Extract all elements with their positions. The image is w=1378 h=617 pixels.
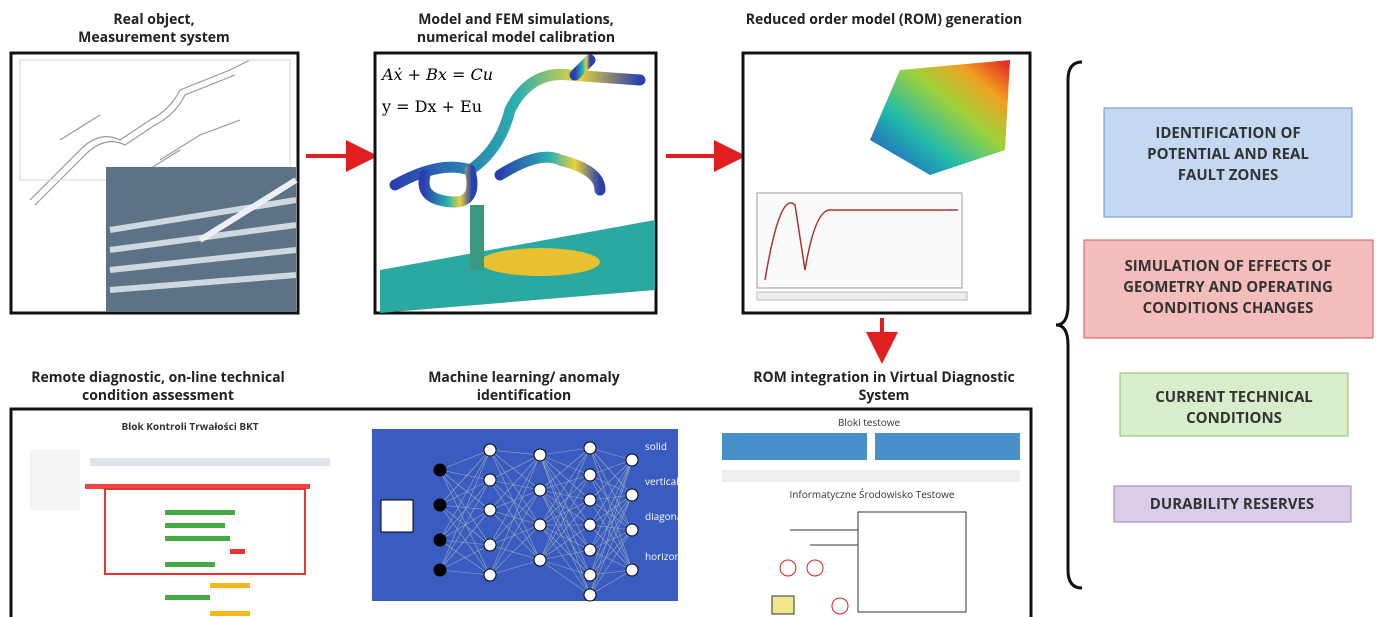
nn-node bbox=[484, 569, 496, 581]
panel-caption: ROM integration in Virtual Diagnostic bbox=[753, 368, 1014, 387]
nn-input bbox=[381, 500, 413, 532]
equation: y = Dx + Eu bbox=[381, 97, 482, 116]
nn-node bbox=[626, 564, 638, 576]
screen-title: Blok Kontroli Trwałości BKT bbox=[121, 419, 258, 433]
nn-node bbox=[484, 539, 496, 551]
nn-node bbox=[584, 519, 596, 531]
rom-toolbar bbox=[757, 292, 967, 300]
panel-caption: Measurement system bbox=[78, 28, 230, 47]
outcome-label: FAULT ZONES bbox=[1178, 165, 1278, 185]
panel-caption: Reduced order model (ROM) generation bbox=[746, 10, 1023, 29]
diagram: Real object,Measurement system Model and … bbox=[0, 0, 1378, 617]
brace bbox=[1056, 62, 1082, 588]
nn-node bbox=[534, 484, 546, 496]
nn-class-label: horizontal bbox=[645, 549, 692, 563]
panel-caption: identification bbox=[477, 386, 572, 405]
outcome-label: IDENTIFICATION OF bbox=[1155, 123, 1300, 143]
nn-node bbox=[584, 569, 596, 581]
nn-node bbox=[584, 442, 596, 454]
nn-node bbox=[584, 494, 596, 506]
screen-title: Bloki testowe bbox=[838, 415, 901, 429]
test-block bbox=[875, 433, 1020, 460]
nn-node bbox=[626, 454, 638, 466]
outcome-label: DURABILITY RESERVES bbox=[1150, 494, 1314, 514]
nn-node bbox=[534, 554, 546, 566]
equation: Aẋ + Bx = Cu bbox=[380, 65, 493, 84]
panel-caption: Remote diagnostic, on-line technical bbox=[31, 368, 285, 387]
nn-node bbox=[484, 474, 496, 486]
test-block bbox=[722, 433, 867, 460]
rom-chart bbox=[757, 193, 962, 288]
outcome-label: GEOMETRY AND OPERATING bbox=[1123, 277, 1333, 297]
nn-node bbox=[626, 489, 638, 501]
panel-caption: Model and FEM simulations, bbox=[418, 10, 614, 29]
nn-class-label: diagonal bbox=[645, 509, 685, 523]
outcome-label: CONDITIONS CHANGES bbox=[1143, 298, 1314, 318]
nn-class-label: solid bbox=[645, 439, 667, 453]
nn-node bbox=[434, 534, 446, 546]
nn-node bbox=[434, 499, 446, 511]
nn-node bbox=[626, 524, 638, 536]
outcome-label: POTENTIAL AND REAL bbox=[1147, 144, 1309, 164]
panel-caption: Machine learning/ anomaly bbox=[428, 368, 620, 387]
nn-node bbox=[434, 464, 446, 476]
nn-node bbox=[584, 469, 596, 481]
fem-hotspot bbox=[480, 248, 600, 276]
nn-node bbox=[584, 589, 596, 601]
nn-class-label: vertical bbox=[645, 474, 679, 488]
outcome-label: SIMULATION OF EFFECTS OF bbox=[1124, 256, 1331, 276]
panel-caption: condition assessment bbox=[82, 386, 234, 405]
panel-caption: System bbox=[859, 386, 910, 405]
panel-caption: numerical model calibration bbox=[417, 28, 615, 47]
nn-node bbox=[484, 444, 496, 456]
nn-node bbox=[534, 449, 546, 461]
nn-node bbox=[484, 504, 496, 516]
fem-nozzle bbox=[470, 205, 484, 270]
toolbar bbox=[722, 470, 1020, 482]
panel-caption: Real object, bbox=[113, 10, 194, 29]
screen-subtitle: Informatyczne Środowisko Testowe bbox=[789, 487, 954, 501]
outcome-label: CURRENT TECHNICAL bbox=[1155, 387, 1313, 407]
nn-node bbox=[534, 519, 546, 531]
nn-node bbox=[434, 564, 446, 576]
outcome-label: CONDITIONS bbox=[1186, 408, 1282, 428]
nn-node bbox=[584, 544, 596, 556]
